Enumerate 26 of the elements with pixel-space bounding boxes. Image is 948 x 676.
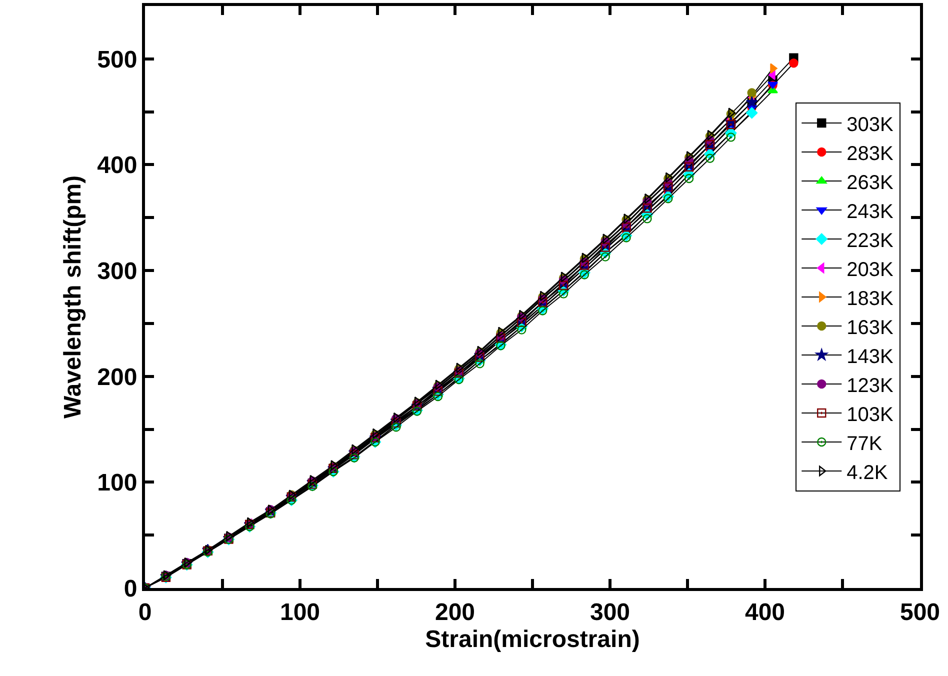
y-tick-label: 400 bbox=[97, 152, 138, 180]
y-tick-label: 0 bbox=[124, 575, 138, 602]
y-tick-label: 300 bbox=[97, 258, 138, 285]
y-axis-title: Wavelength shift(pm) bbox=[59, 175, 86, 419]
x-tick-label: 200 bbox=[434, 598, 476, 626]
legend-label: 77K bbox=[846, 432, 883, 455]
legend-label: 183K bbox=[846, 288, 894, 310]
legend-label: 263K bbox=[846, 172, 894, 194]
y-tick-label: 100 bbox=[97, 470, 138, 497]
y-tick-label: 500 bbox=[97, 46, 138, 74]
legend-label: 123K bbox=[846, 374, 894, 397]
legend-label: 103K bbox=[846, 404, 894, 426]
y-tick-label: 200 bbox=[97, 364, 138, 391]
legend-label: 243K bbox=[846, 200, 894, 223]
legend-label: 4.2K bbox=[846, 462, 888, 484]
x-axis-title: Strain(microstrain) bbox=[425, 626, 640, 654]
x-tick-label: 100 bbox=[280, 598, 320, 626]
legend-label: 303K bbox=[846, 114, 894, 136]
x-tick-label: 500 bbox=[900, 598, 940, 626]
legend-label: 143K bbox=[846, 346, 894, 368]
legend-label: 223K bbox=[846, 230, 894, 252]
x-tick-label: 400 bbox=[744, 598, 786, 626]
legend-label: 163K bbox=[846, 316, 894, 339]
x-tick-label: 300 bbox=[590, 598, 630, 626]
legend-label: 203K bbox=[846, 258, 894, 281]
legend-label: 283K bbox=[846, 142, 894, 165]
